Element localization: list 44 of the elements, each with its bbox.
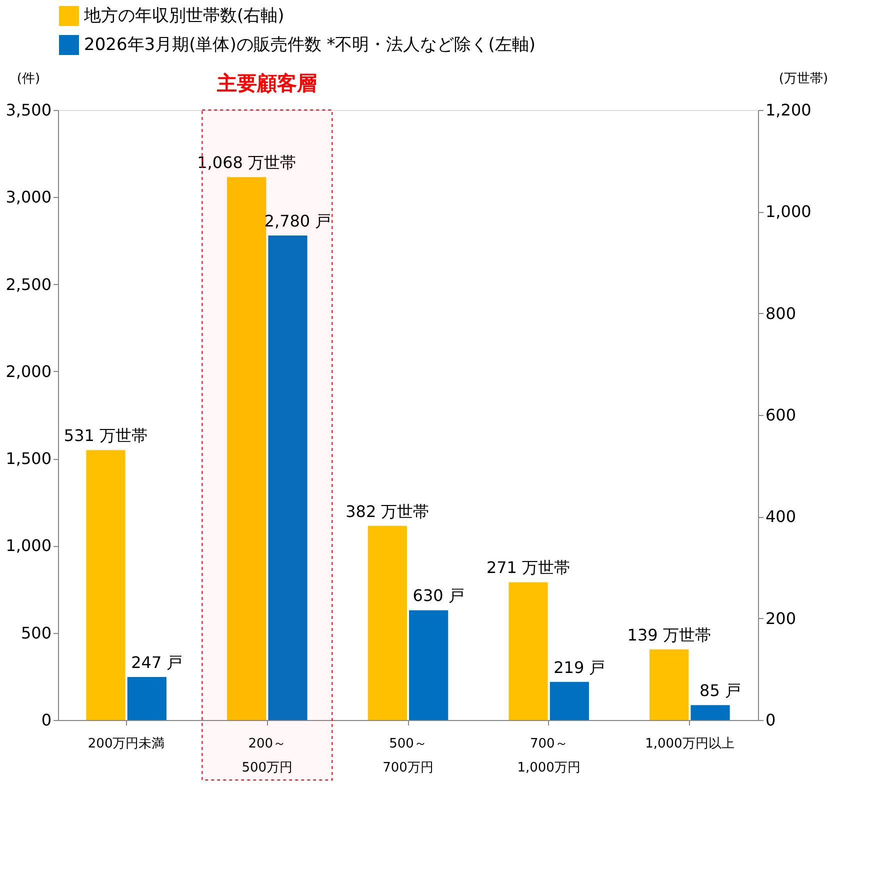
y2-tick-label: 1,000: [766, 202, 812, 222]
bar: [127, 676, 166, 720]
y-tick-label: 0: [41, 710, 52, 730]
data-label: 247 戸: [131, 652, 183, 672]
bar: [86, 450, 126, 720]
y-tick-label: 3,500: [6, 100, 52, 120]
y-tick-label: 1,000: [6, 536, 52, 556]
x-tick-label: 200～ 500万円: [242, 736, 293, 776]
data-label: 382 万世帯: [346, 502, 430, 521]
y2-tick-label: 0: [766, 710, 776, 730]
data-label: 139 万世帯: [627, 625, 711, 644]
y2-tick-label: 800: [766, 304, 796, 323]
data-label: 1,068 万世帯: [197, 153, 296, 172]
y-tick-label: 2,500: [6, 274, 52, 294]
data-label: 271 万世帯: [486, 558, 570, 578]
bar: [227, 177, 266, 720]
y-tick-label: 1,500: [6, 449, 52, 468]
y2-tick-label: 600: [766, 406, 796, 424]
y2-tick-label: 1,200: [766, 100, 812, 120]
bar: [368, 526, 407, 720]
bar: [690, 705, 730, 720]
data-label: 531 万世帯: [64, 426, 148, 446]
bar: [550, 682, 589, 720]
band-label: 主要顧客層: [216, 71, 318, 95]
y2-tick-label: 400: [766, 507, 796, 526]
bar: [409, 610, 448, 720]
legend-label: 2026年3月期(単体)の販売件数 *不明・法人など除く(左軸): [84, 35, 536, 55]
legend-label: 地方の年収別世帯数(右軸): [83, 6, 284, 26]
bar: [268, 235, 308, 720]
bar: [650, 649, 689, 720]
x-tick-label: 700～ 1,000万円: [517, 736, 580, 776]
data-label: 219 戸: [554, 658, 606, 677]
x-tick-label: 200万円未満: [88, 736, 165, 752]
x-tick-label: 500～ 700万円: [382, 736, 434, 776]
y2-axis-title: (万世帯): [778, 72, 828, 86]
y-tick-label: 500: [20, 623, 52, 642]
y-axis-title: (件): [16, 72, 40, 86]
x-tick-label: 1,000万円以上: [645, 736, 734, 752]
data-label: 630 戸: [412, 586, 464, 606]
y-tick-label: 2,000: [6, 362, 52, 381]
y2-tick-label: 200: [766, 608, 796, 628]
data-label: 85 戸: [700, 681, 741, 700]
y-tick-label: 3,000: [6, 188, 52, 207]
bar: [508, 582, 548, 720]
